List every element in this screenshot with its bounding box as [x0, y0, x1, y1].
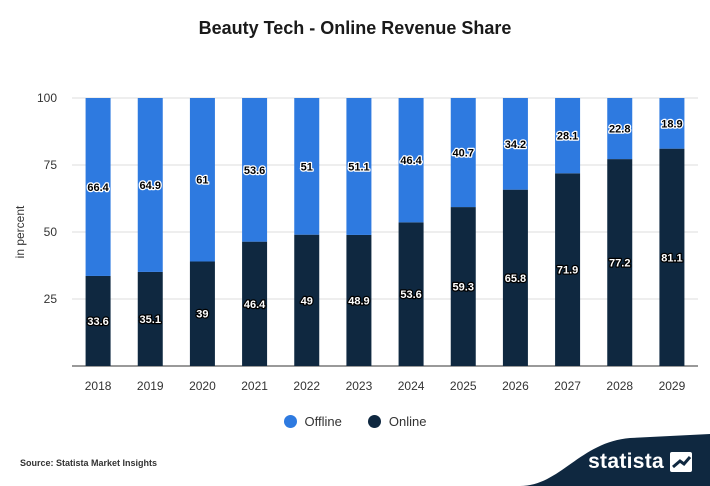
bar-offline-2027 — [555, 98, 581, 174]
bar-online-2021 — [242, 241, 268, 366]
x-tick-label-2023: 2023 — [346, 379, 373, 393]
bar-offline-2020 — [189, 98, 215, 262]
x-tick-label-2029: 2029 — [659, 379, 686, 393]
x-tick-label-2020: 2020 — [189, 379, 216, 393]
x-tick-label-2022: 2022 — [293, 379, 320, 393]
data-label-offline-2027: 28.1 — [557, 131, 578, 143]
y-axis-label: in percent — [13, 205, 27, 258]
data-label-offline-2024: 46.4 — [400, 155, 422, 167]
legend: Offline Online — [0, 414, 710, 429]
bar-online-2023 — [346, 234, 372, 366]
legend-dot-online — [367, 415, 381, 428]
bar-online-2028 — [607, 159, 633, 366]
logo-text: statista — [588, 450, 664, 473]
bar-online-2018 — [85, 275, 111, 366]
bar-online-2026 — [502, 189, 528, 366]
bar-offline-2023 — [346, 98, 372, 235]
data-label-offline-2020: 61 — [196, 175, 208, 187]
statista-logo-icon — [670, 452, 692, 472]
y-tick-label-25: 25 — [44, 292, 58, 306]
data-label-online-2028: 77.2 — [609, 258, 630, 270]
legend-dot-offline — [283, 415, 297, 428]
bar-offline-2029 — [659, 98, 685, 149]
x-tick-label-2026: 2026 — [502, 379, 529, 393]
data-label-online-2022: 49 — [301, 295, 313, 307]
bar-offline-2028 — [607, 98, 633, 160]
bar-online-2024 — [398, 222, 424, 366]
legend-item-offline[interactable]: Offline — [283, 414, 342, 429]
data-label-online-2019: 35.1 — [140, 314, 161, 326]
bar-offline-2019 — [137, 98, 163, 272]
x-tick-label-2027: 2027 — [554, 379, 581, 393]
legend-label-online: Online — [388, 414, 427, 429]
data-label-online-2020: 39 — [196, 309, 208, 321]
data-label-offline-2025: 40.7 — [453, 148, 474, 160]
data-label-offline-2021: 53.6 — [244, 165, 265, 177]
data-label-offline-2023: 51.1 — [348, 161, 369, 173]
data-label-offline-2019: 64.9 — [140, 180, 161, 192]
bar-online-2029 — [659, 148, 685, 366]
x-tick-label-2025: 2025 — [450, 379, 477, 393]
x-tick-label-2018: 2018 — [85, 379, 112, 393]
chart-title: Beauty Tech - Online Revenue Share — [198, 18, 512, 38]
bar-offline-2021 — [242, 98, 268, 242]
bar-chart: 33.6 66.4 35.1 64.9 39 61 46.4 53.6 49 51 48.9 51.1… — [13, 91, 698, 393]
data-label-online-2024: 53.6 — [400, 289, 421, 301]
bar-online-2025 — [450, 207, 476, 366]
data-label-offline-2029: 18.9 — [661, 118, 682, 130]
y-tick-label-75: 75 — [44, 158, 58, 172]
data-label-online-2023: 48.9 — [348, 295, 369, 307]
axis-ticks: 25 50 75 100 2018 2019 2020 2021 2022 2023 2024 202… — [37, 91, 686, 393]
x-tick-label-2021: 2021 — [241, 379, 268, 393]
bar-offline-2025 — [450, 98, 476, 208]
data-label-offline-2018: 66.4 — [87, 182, 109, 194]
data-label-online-2025: 59.3 — [453, 282, 474, 294]
y-tick-label-100: 100 — [37, 91, 57, 105]
legend-label-offline: Offline — [304, 414, 342, 429]
bar-offline-2024 — [398, 98, 424, 223]
gridlines — [72, 97, 698, 367]
x-tick-label-2024: 2024 — [398, 379, 425, 393]
source-note: Source: Statista Market Insights — [20, 458, 158, 468]
bar-online-2022 — [294, 234, 320, 366]
bar-online-2027 — [555, 173, 581, 366]
bar-online-2019 — [137, 271, 163, 366]
data-label-online-2018: 33.6 — [87, 316, 108, 328]
data-label-offline-2026: 34.2 — [505, 139, 526, 151]
data-label-offline-2022: 51 — [301, 161, 313, 173]
x-tick-label-2019: 2019 — [137, 379, 164, 393]
x-tick-label-2028: 2028 — [606, 379, 633, 393]
logo-background — [520, 434, 710, 486]
legend-item-online[interactable]: Online — [367, 414, 427, 429]
bar-offline-2026 — [502, 98, 528, 190]
data-label-online-2026: 65.8 — [505, 273, 526, 285]
bar-online-2020 — [189, 261, 215, 366]
bar-offline-2022 — [294, 98, 320, 235]
statista-logo[interactable]: statista — [520, 434, 710, 486]
data-labels: 33.6 66.4 35.1 64.9 39 61 46.4 53.6 49 51 48.9 51.1… — [86, 117, 684, 329]
data-label-online-2021: 46.4 — [244, 299, 266, 311]
data-label-offline-2028: 22.8 — [609, 124, 630, 136]
bars — [85, 98, 685, 366]
data-label-online-2027: 71.9 — [557, 265, 578, 277]
bar-offline-2018 — [85, 98, 111, 276]
data-label-online-2029: 81.1 — [661, 252, 682, 264]
y-tick-label-50: 50 — [44, 225, 58, 239]
